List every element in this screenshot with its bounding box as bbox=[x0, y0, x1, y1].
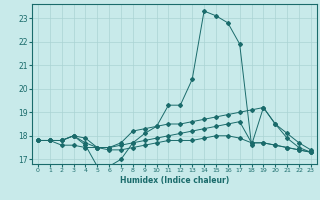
X-axis label: Humidex (Indice chaleur): Humidex (Indice chaleur) bbox=[120, 176, 229, 185]
